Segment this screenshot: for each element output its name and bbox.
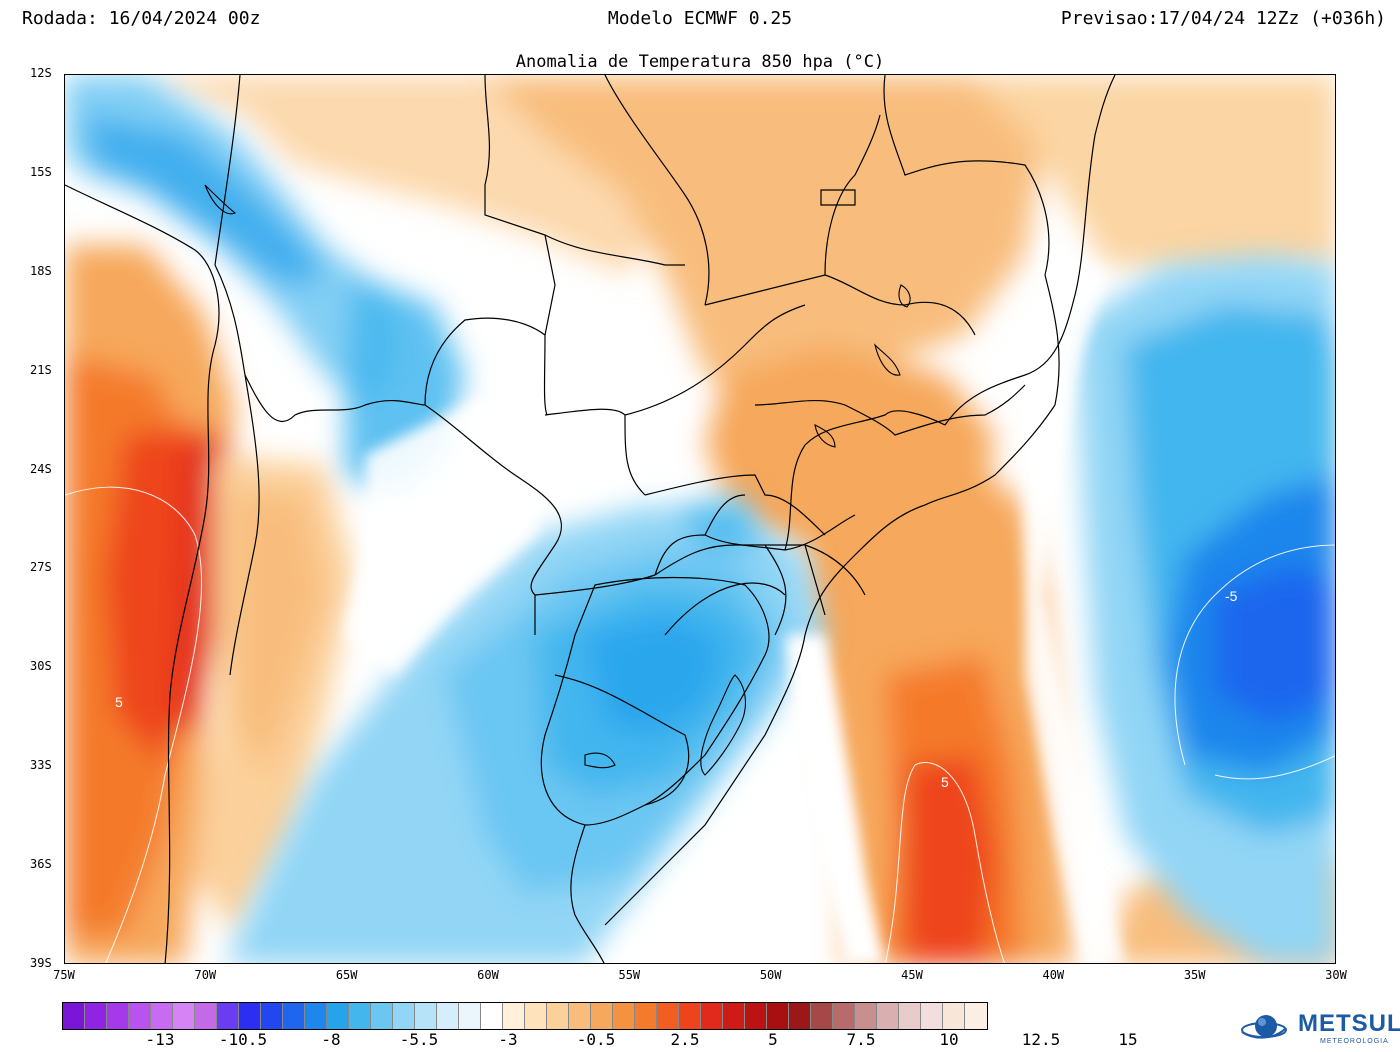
color-swatch: [745, 1003, 767, 1029]
color-scale-label: -5.5: [399, 1030, 439, 1049]
longitude-label: 70W: [194, 968, 217, 982]
color-swatch: [723, 1003, 745, 1029]
color-swatch: [217, 1003, 239, 1029]
color-swatch: [107, 1003, 129, 1029]
map-canvas: 5 5 -5: [65, 75, 1335, 963]
color-scale-label: -0.5: [576, 1030, 616, 1049]
color-scale: [62, 1002, 988, 1030]
latitude-label: 21S: [30, 362, 52, 377]
color-swatch: [899, 1003, 921, 1029]
latitude-label: 33S: [30, 758, 52, 773]
color-scale-label: 15: [1118, 1030, 1138, 1049]
color-swatch: [393, 1003, 415, 1029]
color-swatch: [261, 1003, 283, 1029]
latitude-label: 18S: [30, 263, 52, 278]
logo-text: METSUL: [1298, 1010, 1400, 1037]
forecast-time-label: Previsao:17/04/24 12Zz (+036h): [1060, 8, 1386, 29]
run-time-label: Rodada: 16/04/2024 00z: [22, 8, 261, 29]
color-swatch: [503, 1003, 525, 1029]
contour-label: 5: [941, 774, 949, 790]
map-title: Anomalia de Temperatura 850 hpa (°C): [515, 52, 885, 72]
color-scale-label: -10.5: [218, 1030, 268, 1049]
color-swatch: [305, 1003, 327, 1029]
model-label: Modelo ECMWF 0.25: [607, 8, 793, 29]
color-swatch: [195, 1003, 217, 1029]
contour-label: 5: [115, 694, 123, 710]
country-borders: [65, 75, 1116, 963]
lakes: [204, 184, 911, 776]
color-swatch: [833, 1003, 855, 1029]
color-swatch: [85, 1003, 107, 1029]
color-swatch: [877, 1003, 899, 1029]
color-swatch: [63, 1003, 85, 1029]
color-swatch: [173, 1003, 195, 1029]
metsul-logo: METSUL METEOROLOGIA: [1232, 1008, 1400, 1048]
longitude-label: 30W: [1325, 968, 1347, 982]
anomaly-field: [65, 75, 1335, 963]
color-swatch: [591, 1003, 613, 1029]
color-swatch: [855, 1003, 877, 1029]
latitude-label: 39S: [30, 956, 52, 970]
color-swatch: [657, 1003, 679, 1029]
longitude-label: 40W: [1042, 968, 1065, 982]
latitude-label: 30S: [30, 659, 52, 674]
color-swatch: [437, 1003, 459, 1029]
color-scale-label: 5: [768, 1030, 778, 1049]
latitude-label: 12S: [30, 66, 52, 80]
contour-label: -5: [1225, 588, 1238, 604]
color-swatch: [635, 1003, 657, 1029]
color-swatch: [349, 1003, 371, 1029]
color-swatch: [613, 1003, 635, 1029]
color-scale-label: 7.5: [846, 1030, 876, 1049]
color-scale-label: 2.5: [670, 1030, 700, 1049]
color-swatch: [679, 1003, 701, 1029]
color-swatch: [481, 1003, 503, 1029]
latitude-label: 27S: [30, 560, 52, 575]
temperature-anomaly-map: 5 5 -5: [64, 74, 1336, 964]
color-swatch: [789, 1003, 811, 1029]
latitude-label: 24S: [30, 461, 52, 476]
latitude-label: 15S: [30, 164, 52, 179]
color-swatch: [129, 1003, 151, 1029]
longitude-label: 50W: [759, 968, 782, 982]
color-swatch: [701, 1003, 723, 1029]
longitude-label: 35W: [1183, 968, 1206, 982]
color-swatch: [459, 1003, 481, 1029]
color-swatch: [547, 1003, 569, 1029]
color-swatch: [415, 1003, 437, 1029]
latitude-label: 36S: [30, 857, 52, 872]
longitude-label: 45W: [901, 968, 923, 982]
color-scale-label: -13: [145, 1030, 175, 1049]
color-swatch: [525, 1003, 547, 1029]
color-swatch: [965, 1003, 987, 1029]
color-scale-label: 12.5: [1021, 1030, 1061, 1049]
longitude-label: 60W: [477, 968, 499, 982]
color-swatch: [767, 1003, 789, 1029]
color-swatch: [921, 1003, 943, 1029]
color-swatch: [327, 1003, 349, 1029]
longitude-label: 55W: [618, 968, 641, 982]
color-swatch: [283, 1003, 305, 1029]
color-swatch: [371, 1003, 393, 1029]
color-scale-label: -8: [321, 1030, 341, 1049]
color-swatch: [811, 1003, 833, 1029]
color-swatch: [151, 1003, 173, 1029]
color-swatch: [943, 1003, 965, 1029]
contour-lines: [65, 486, 1335, 963]
logo-subtitle: METEOROLOGIA: [1320, 1038, 1389, 1045]
color-swatch: [239, 1003, 261, 1029]
color-scale-label: 10: [939, 1030, 959, 1049]
longitude-label: 65W: [335, 968, 358, 982]
globe-icon: [1241, 1015, 1287, 1039]
color-scale-label: -3: [498, 1030, 518, 1049]
color-swatch: [569, 1003, 591, 1029]
contour-value-labels: 5 5 -5: [115, 588, 1238, 790]
longitude-label: 75W: [53, 968, 75, 982]
